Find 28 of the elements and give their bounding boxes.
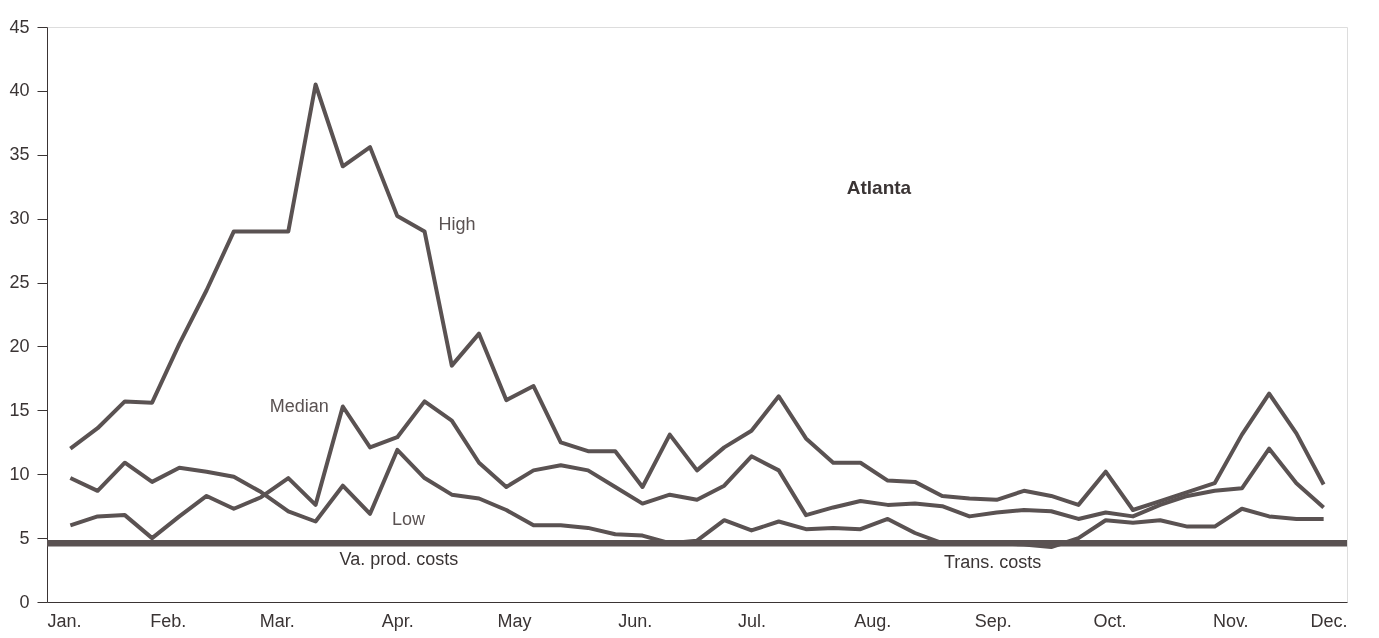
y-tick-label: 15 xyxy=(9,399,30,420)
ref-line-label: Va. prod. costs xyxy=(339,548,459,569)
y-tick-label: 5 xyxy=(19,527,30,548)
x-tick-label: Dec. xyxy=(1310,610,1348,631)
ref-line-label: Trans. costs xyxy=(944,551,1042,572)
y-tick-label: 0 xyxy=(19,591,30,612)
y-tick-label: 30 xyxy=(9,208,30,229)
y-tick-label: 20 xyxy=(9,335,30,356)
x-tick-label: Apr. xyxy=(381,610,414,631)
x-tick-label: Jan. xyxy=(47,610,82,631)
x-tick-label: Aug. xyxy=(854,610,892,631)
y-tick-label: 10 xyxy=(9,463,30,484)
series-label: Median xyxy=(269,395,329,416)
x-tick-label: Sep. xyxy=(974,610,1012,631)
x-tick-label: Jul. xyxy=(737,610,766,631)
x-tick-label: Jun. xyxy=(618,610,653,631)
x-tick-label: Mar. xyxy=(259,610,295,631)
x-tick-label: Oct. xyxy=(1093,610,1127,631)
y-tick-label: 35 xyxy=(9,144,30,165)
x-tick-label: Nov. xyxy=(1212,610,1249,631)
y-tick-label: 25 xyxy=(9,272,30,293)
series-label: High xyxy=(438,214,476,235)
y-tick-label: 40 xyxy=(9,80,30,101)
x-tick-label: Feb. xyxy=(150,610,187,631)
x-tick-label: May xyxy=(497,610,532,631)
series-label: Low xyxy=(392,508,427,529)
text: Atlanta xyxy=(846,177,912,198)
y-tick-label: 45 xyxy=(9,16,30,37)
